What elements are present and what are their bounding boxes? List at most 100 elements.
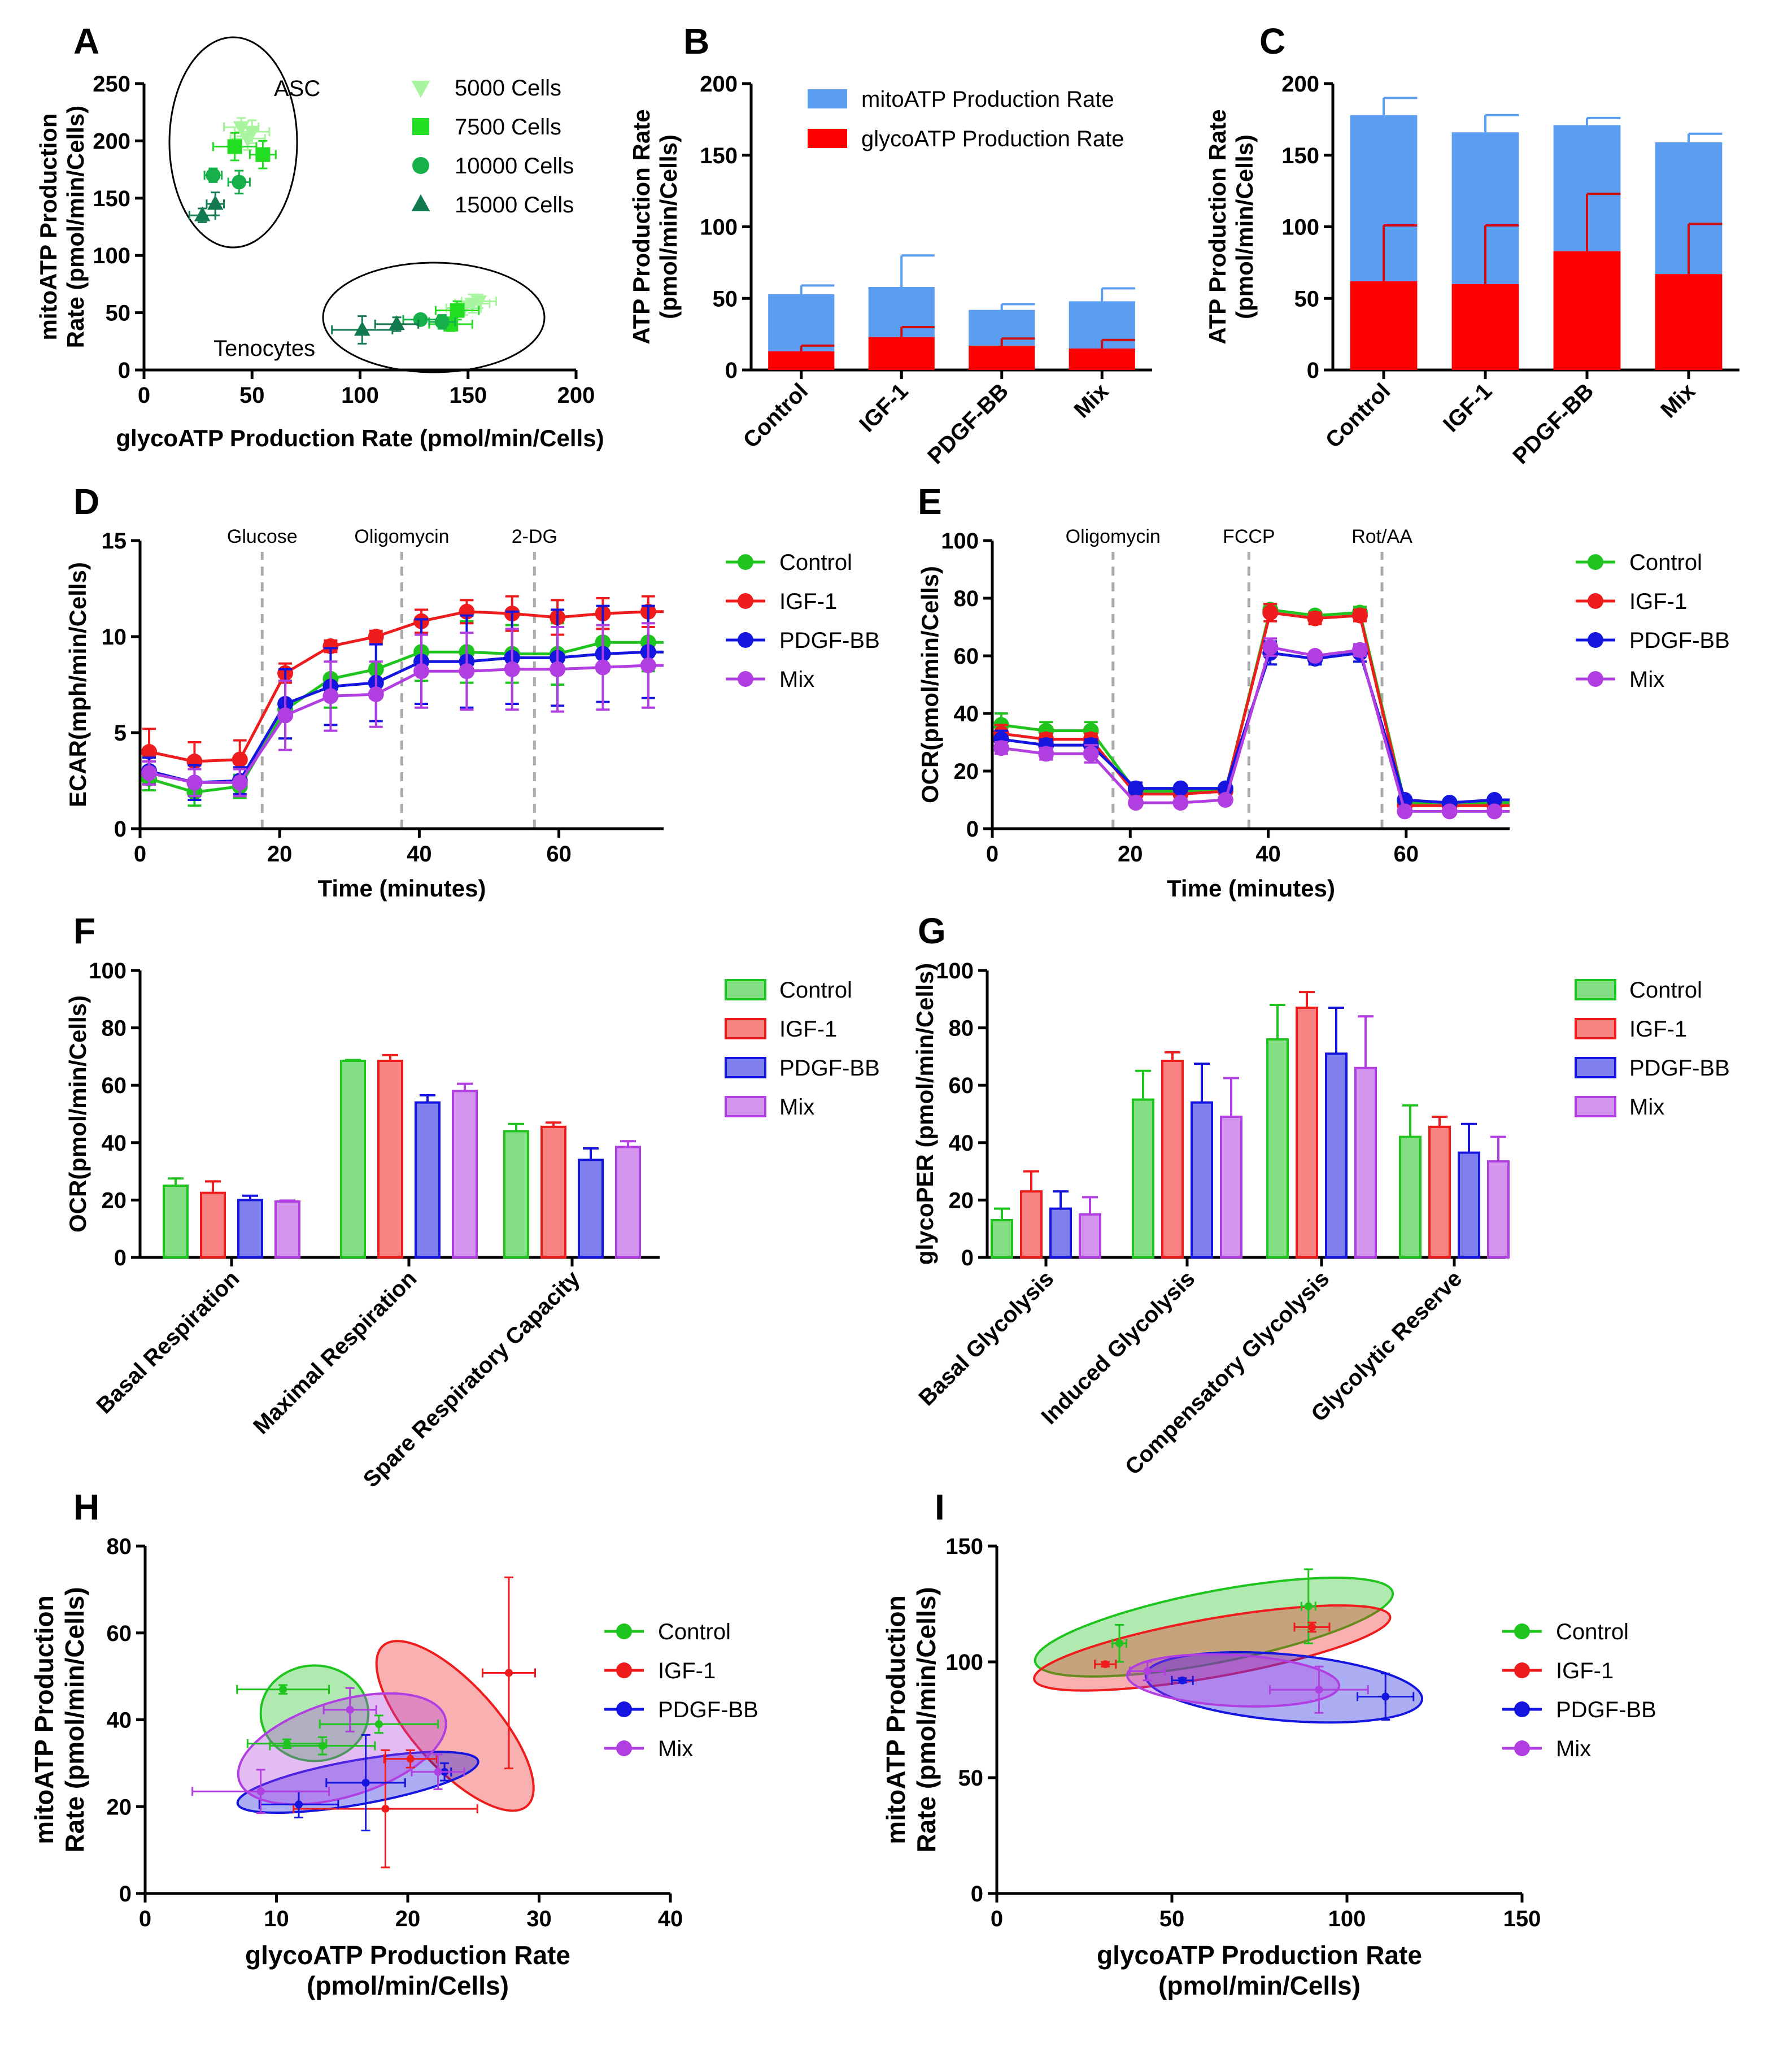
data-point [1101, 1660, 1110, 1669]
bar-igf1 [1296, 1007, 1318, 1259]
bar [1132, 1069, 1154, 1259]
injection-label: Oligomycin [1066, 526, 1161, 547]
y-axis-c: 0 50 100 150 200 [1281, 72, 1335, 383]
data-point [640, 658, 656, 673]
scatter-points-a [188, 117, 497, 345]
y-tick-label: 0 [119, 1882, 132, 1906]
legend-swatch [1575, 1096, 1616, 1117]
legend-marker [412, 118, 429, 135]
legend-marker [1514, 1740, 1530, 1756]
bar [503, 1122, 529, 1259]
y-axis-title-line: mitoATP Production [35, 113, 62, 340]
bar-group [868, 254, 935, 370]
bar-glyco [1655, 274, 1723, 370]
legend-item: Mix [1575, 1095, 1664, 1120]
x-axis-d: 0 20 40 60 [134, 827, 664, 867]
data-point [255, 147, 271, 162]
data-point [550, 661, 566, 677]
data-point [1038, 746, 1054, 762]
x-tick-label: Basal Respiration [91, 1266, 244, 1418]
x-tick-label: 20 [1118, 842, 1143, 867]
panel-letter-b: B [683, 21, 709, 62]
x-tick-label: Control [738, 378, 813, 453]
x-tick-label: Induced Glycolysis [1036, 1266, 1200, 1429]
bar [274, 1199, 300, 1259]
data-point [1262, 604, 1279, 621]
legend-label: Control [1556, 1620, 1629, 1644]
x-tick-label: 40 [1255, 842, 1281, 867]
data-point [374, 1720, 383, 1729]
y-tick-label: 150 [1281, 143, 1319, 168]
data-point [207, 195, 224, 210]
panel-letter-f: F [73, 911, 95, 951]
y-tick-label: 40 [949, 1131, 974, 1156]
data-point [368, 686, 384, 702]
y-axis-title: OCR(pmol/min/Cells) [64, 995, 91, 1233]
bar-group [1451, 114, 1519, 370]
bar-mix [1487, 1160, 1510, 1259]
data-point [194, 206, 211, 221]
tenocytes-label: Tenocytes [213, 336, 315, 361]
x-axis-f: Basal Respiration Maximal RespirationSpar… [91, 1256, 660, 1492]
bar-glyco [1451, 284, 1519, 370]
x-axis-title-line: Time (minutes) [318, 875, 486, 902]
series-mix [141, 622, 664, 798]
bar-pdgfbb [1325, 1052, 1348, 1259]
points-igf1 [1094, 1621, 1331, 1669]
y-tick-label: 20 [102, 1188, 127, 1213]
data-point [595, 659, 611, 676]
data-point [1178, 1676, 1187, 1684]
bar-pdgfbb [1191, 1101, 1213, 1259]
y-axis-title-line: mitoATP Production [29, 1595, 59, 1844]
legend-marker [411, 194, 430, 211]
legend-marker [1588, 671, 1603, 687]
series-line [1001, 611, 1510, 807]
y-tick-label: 150 [93, 186, 130, 211]
bar-glyco [768, 351, 835, 370]
y-tick-label: 5 [114, 721, 127, 746]
bar-control [991, 1218, 1013, 1259]
bar-group [1553, 116, 1621, 370]
legend-marker [616, 1740, 632, 1756]
legend-label: Mix [779, 667, 814, 692]
data-point [434, 1768, 442, 1776]
y-tick-label: 150 [700, 143, 738, 168]
y-tick-label: 100 [936, 959, 974, 983]
y-tick-label: 10 [102, 625, 127, 650]
series-line [149, 650, 664, 784]
legend-label: PDGF-BB [658, 1697, 758, 1722]
legend-label: IGF-1 [779, 589, 837, 614]
legend-label: 10000 Cells [455, 154, 574, 179]
legend-label: mitoATP Production Rate [861, 87, 1114, 112]
injection-label: Oligomycin [354, 526, 449, 547]
data-point [434, 314, 450, 329]
bar [377, 1054, 403, 1259]
x-axis-title-line: glycoATP Production Rate [245, 1940, 570, 1970]
data-point [354, 321, 370, 336]
data-point [322, 638, 339, 654]
ellipse-mix [1126, 1653, 1341, 1708]
legend-item: Control [604, 1620, 731, 1644]
bar-mix [1354, 1066, 1377, 1259]
x-axis-title-line: Time (minutes) [1167, 875, 1335, 902]
bar-group [969, 303, 1035, 370]
bar [991, 1207, 1013, 1259]
y-tick-label: 50 [958, 1766, 984, 1791]
x-tick-label: 100 [341, 383, 379, 408]
ellipse-control [1034, 1577, 1394, 1678]
data-point [504, 661, 520, 677]
y-tick-label: 0 [114, 1246, 127, 1270]
legend-marker [616, 1701, 632, 1717]
bar-control [1399, 1135, 1422, 1259]
y-tick-label: 0 [118, 358, 130, 383]
legend-marker [412, 157, 429, 174]
bar [415, 1094, 441, 1259]
y-tick-label: 0 [114, 817, 127, 842]
bar-igf1 [1428, 1125, 1451, 1259]
y-tick-label: 0 [966, 817, 979, 842]
bar [237, 1194, 263, 1259]
bar [1020, 1170, 1043, 1259]
data-point [470, 295, 487, 310]
y-axis-title-line: ATP Production Rate [1204, 109, 1231, 344]
y-axis-title: mitoATP Production Rate (pmol/min/Cells) [881, 1587, 941, 1852]
